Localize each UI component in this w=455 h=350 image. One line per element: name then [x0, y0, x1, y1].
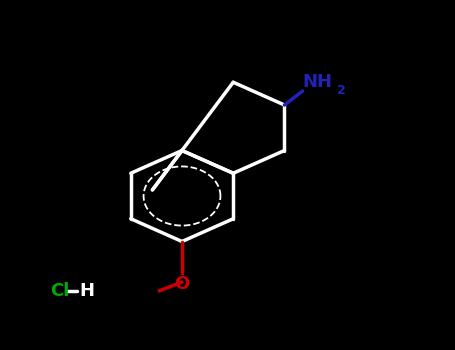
Text: 2: 2	[337, 84, 345, 97]
Text: Cl: Cl	[50, 281, 70, 300]
Text: NH: NH	[303, 73, 333, 91]
Text: O: O	[174, 275, 190, 293]
Text: H: H	[80, 281, 95, 300]
